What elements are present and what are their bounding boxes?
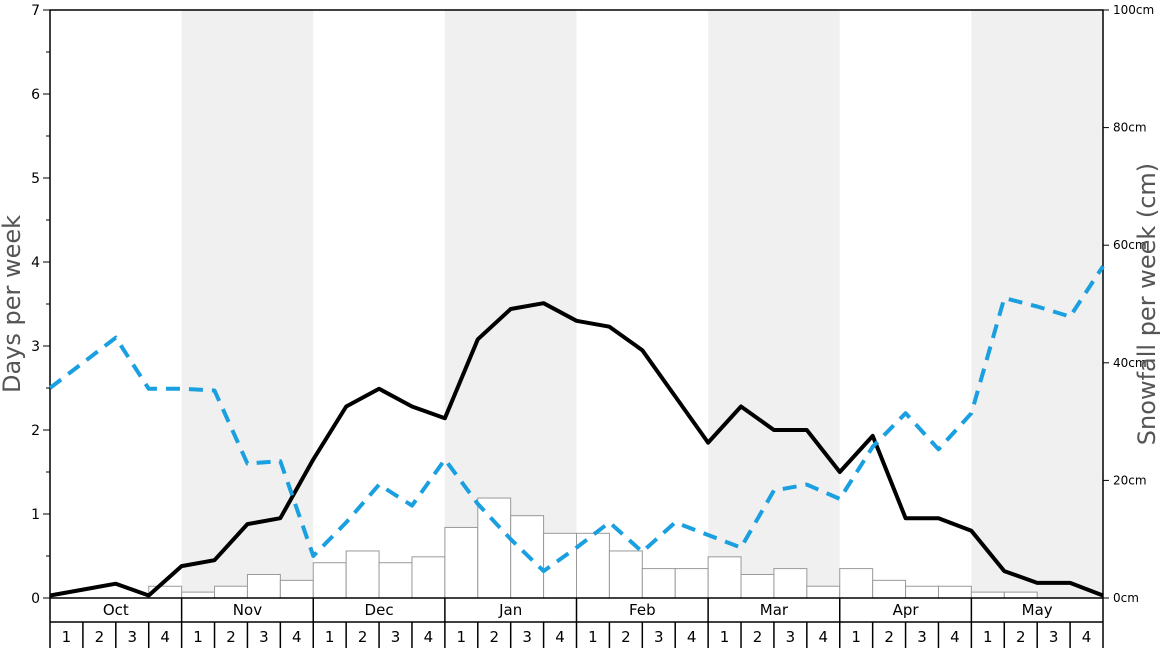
week-label: 1 — [720, 628, 730, 646]
days-per-week-dashed-line — [48, 265, 1105, 574]
week-label: 2 — [226, 628, 236, 646]
snowfall-bar-6 — [214, 585, 248, 599]
month-band-mar — [708, 10, 840, 598]
snowfall-bar-21 — [707, 556, 742, 599]
week-label: 4 — [292, 628, 302, 646]
month-label-may: May — [1022, 601, 1053, 619]
snowfall-bar-28 — [937, 585, 972, 599]
snowfall-bar-7 — [246, 573, 281, 599]
week-label: 3 — [786, 628, 796, 646]
week-label: 2 — [358, 628, 368, 646]
snowfall-bar-14 — [477, 497, 512, 599]
right-axis-title: Snowfall per week (cm) — [1133, 163, 1161, 445]
week-label: 3 — [127, 628, 137, 646]
snowfall-bar-20 — [674, 568, 709, 599]
week-label: 4 — [687, 628, 697, 646]
left-tick-label: 6 — [31, 87, 40, 103]
month-bands — [181, 10, 1103, 598]
left-tick-label: 4 — [31, 255, 40, 271]
right-tick-label: 100cm — [1113, 3, 1154, 17]
week-label: 1 — [325, 628, 335, 646]
week-label: 1 — [193, 628, 203, 646]
snowfall-bar-18 — [608, 550, 643, 599]
snowfall-bar-11 — [378, 562, 413, 599]
snowfall-bar-12 — [411, 556, 446, 599]
month-label-oct: Oct — [103, 601, 129, 619]
month-label-nov: Nov — [233, 601, 262, 619]
right-tick-label: 40cm — [1113, 356, 1147, 370]
left-tick-label: 0 — [31, 591, 40, 607]
week-label: 4 — [1082, 628, 1092, 646]
left-axis: 0 1 2 3 4 5 6 7 — [31, 3, 50, 607]
week-row: 1 2 3 4 1 2 3 4 1 2 3 4 1 2 3 4 1 2 3 4 1 2 3 4 1 2 3 4 1 2 3 4 — [49, 622, 1104, 648]
days-per-week-line — [49, 301, 1104, 598]
left-axis-title: Days per week — [0, 215, 26, 393]
week-label: 3 — [391, 628, 401, 646]
snowfall-bar-29 — [970, 591, 1005, 599]
week-label: 3 — [654, 628, 664, 646]
week-label: 4 — [424, 628, 434, 646]
left-tick-label: 2 — [31, 423, 40, 439]
snowfall-bar-10 — [345, 550, 380, 599]
week-label: 1 — [457, 628, 467, 646]
month-label-mar: Mar — [760, 601, 789, 619]
right-tick-label: 20cm — [1113, 473, 1147, 487]
snowfall-bar-26 — [872, 579, 907, 599]
week-label: 3 — [522, 628, 532, 646]
week-label: 4 — [950, 628, 960, 646]
snowfall-bar-24 — [806, 585, 841, 599]
month-row: Oct Nov Dec Jan Feb Mar Apr May — [49, 598, 1104, 623]
week-label: 2 — [95, 628, 105, 646]
snowfall-bar-27 — [905, 585, 939, 599]
left-tick-label: 3 — [31, 339, 40, 355]
month-label-dec: Dec — [365, 601, 394, 619]
left-tick-label: 1 — [31, 507, 40, 523]
week-label: 2 — [753, 628, 763, 646]
week-label: 4 — [819, 628, 829, 646]
right-tick-label: 0cm — [1113, 591, 1139, 605]
right-tick-label: 80cm — [1113, 121, 1147, 135]
month-label-jan: Jan — [498, 601, 522, 619]
snowfall-bar-8 — [279, 579, 314, 599]
month-band-nov — [181, 10, 314, 598]
week-label: 1 — [588, 628, 598, 646]
week-label: 2 — [621, 628, 631, 646]
week-label: 1 — [851, 628, 861, 646]
week-label: 4 — [555, 628, 565, 646]
snowfall-bar-23 — [773, 568, 808, 599]
month-band-may — [971, 10, 1103, 598]
snowfall-bar-9 — [312, 562, 347, 599]
week-label: 3 — [259, 628, 269, 646]
right-axis: 0cm 20cm 40cm 60cm 80cm 100cm — [1103, 3, 1154, 605]
week-label: 3 — [1049, 628, 1059, 646]
left-tick-label: 5 — [31, 171, 40, 187]
snowfall-bar-22 — [740, 573, 775, 599]
week-label: 4 — [160, 628, 170, 646]
snowfall-bar-30 — [1003, 591, 1038, 599]
month-label-apr: Apr — [893, 601, 920, 619]
snowfall-bar-19 — [641, 568, 676, 599]
snowfall-bar-16 — [543, 532, 577, 599]
month-label-feb: Feb — [629, 601, 656, 619]
week-label: 2 — [1016, 628, 1026, 646]
snowfall-bar-5 — [181, 591, 216, 599]
snowfall-bar-13 — [444, 526, 479, 599]
snowfall-bars — [148, 497, 1038, 599]
week-label: 1 — [62, 628, 72, 646]
week-label: 2 — [884, 628, 894, 646]
week-label: 1 — [983, 628, 993, 646]
week-label: 3 — [917, 628, 927, 646]
snowfall-bar-25 — [839, 568, 874, 599]
week-label: 2 — [489, 628, 499, 646]
left-tick-label: 7 — [31, 3, 40, 19]
right-tick-label: 60cm — [1113, 238, 1147, 252]
